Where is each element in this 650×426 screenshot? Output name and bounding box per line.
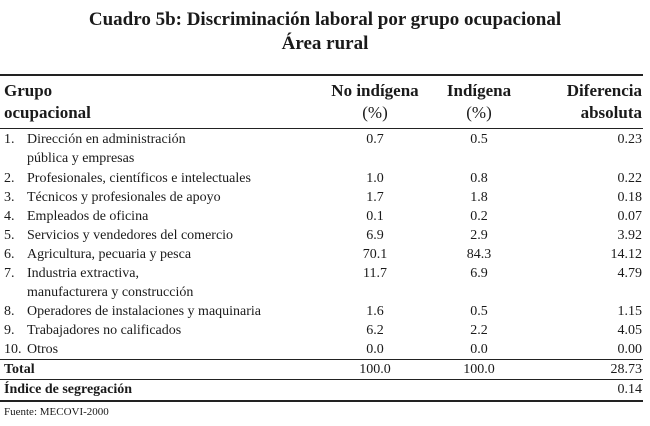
cell-indigena: 0.5 — [470, 132, 488, 147]
total-no-indigena: 100.0 — [359, 362, 391, 377]
header-diferencia: Diferencia absoluta — [530, 80, 642, 124]
cell-diferencia: 0.22 — [617, 171, 643, 186]
cell-diferencia: 1.15 — [617, 304, 643, 319]
row-number: 2. — [4, 171, 15, 186]
cell-no-indigena: 70.1 — [362, 247, 388, 262]
cell-diferencia: 14.12 — [610, 247, 643, 262]
row-number: 3. — [4, 190, 15, 205]
source-note: Fuente: MECOVI-2000 — [4, 406, 109, 418]
cell-no-indigena: 1.0 — [366, 171, 384, 186]
cell-diferencia: 0.00 — [617, 342, 643, 357]
header-indigena-line2: (%) — [466, 103, 492, 122]
segregation-rule — [0, 379, 643, 380]
row-label: Agricultura, pecuaria y pesca — [27, 247, 192, 262]
row-label: Empleados de oficina — [27, 209, 149, 224]
row-label-line2: manufacturera y construcción — [27, 285, 194, 300]
header-diferencia-line2: absoluta — [580, 103, 642, 122]
segregation-label: Índice de segregación — [4, 382, 133, 397]
row-number: 8. — [4, 304, 15, 319]
cell-indigena: 6.9 — [470, 266, 488, 281]
top-rule — [0, 74, 643, 76]
header-diferencia-line1: Diferencia — [566, 81, 642, 100]
header-no-indigena: No indígena (%) — [320, 80, 430, 124]
row-label: Dirección en administración — [27, 132, 186, 147]
cell-diferencia: 0.07 — [617, 209, 643, 224]
segregation-value: 0.14 — [617, 382, 643, 397]
row-label: Trabajadores no calificados — [27, 323, 182, 338]
row-label: Operadores de instalaciones y maquinaria — [27, 304, 262, 319]
cell-no-indigena: 1.7 — [366, 190, 384, 205]
header-indigena: Indígena (%) — [433, 80, 525, 124]
row-number: 7. — [4, 266, 15, 281]
row-number: 4. — [4, 209, 15, 224]
header-rule — [0, 128, 643, 129]
header-no-indigena-line2: (%) — [362, 103, 388, 122]
header-grupo-line1: Grupo — [4, 81, 53, 100]
row-label-line2: pública y empresas — [27, 151, 135, 166]
cell-diferencia: 4.05 — [617, 323, 643, 338]
cell-indigena: 1.8 — [470, 190, 488, 205]
header-indigena-line1: Indígena — [446, 81, 512, 100]
cell-no-indigena: 11.7 — [363, 266, 387, 281]
total-diferencia: 28.73 — [610, 362, 643, 377]
cell-no-indigena: 0.0 — [366, 342, 384, 357]
header-grupo-line2: ocupacional — [4, 103, 91, 122]
total-label: Total — [4, 362, 35, 377]
cell-indigena: 0.2 — [470, 209, 488, 224]
row-label: Industria extractiva, — [27, 266, 139, 281]
cell-no-indigena: 1.6 — [366, 304, 384, 319]
table-title: Cuadro 5b: Discriminación laboral por gr… — [88, 9, 562, 30]
row-label: Técnicos y profesionales de apoyo — [27, 190, 221, 205]
row-label: Profesionales, científicos e intelectual… — [27, 171, 251, 186]
cell-indigena: 0.5 — [470, 304, 488, 319]
cell-indigena: 84.3 — [466, 247, 492, 262]
cell-diferencia: 3.92 — [617, 228, 643, 243]
cell-indigena: 0.8 — [470, 171, 488, 186]
cell-indigena: 2.9 — [470, 228, 488, 243]
total-rule — [0, 359, 643, 360]
cell-no-indigena: 0.1 — [366, 209, 384, 224]
table-subtitle: Área rural — [281, 33, 369, 54]
row-number: 6. — [4, 247, 15, 262]
row-number: 10. — [4, 342, 22, 357]
row-number: 5. — [4, 228, 15, 243]
cell-no-indigena: 0.7 — [366, 132, 384, 147]
bottom-rule — [0, 400, 643, 402]
cell-diferencia: 0.18 — [617, 190, 643, 205]
cell-diferencia: 4.79 — [617, 266, 643, 281]
cell-diferencia: 0.23 — [617, 132, 643, 147]
header-no-indigena-line1: No indígena — [331, 81, 419, 100]
row-label: Servicios y vendedores del comercio — [27, 228, 234, 243]
row-number: 9. — [4, 323, 15, 338]
cell-no-indigena: 6.2 — [366, 323, 384, 338]
cell-indigena: 0.0 — [470, 342, 488, 357]
row-number: 1. — [4, 132, 15, 147]
cell-indigena: 2.2 — [470, 323, 488, 338]
total-indigena: 100.0 — [463, 362, 495, 377]
row-label: Otros — [27, 342, 59, 357]
cell-no-indigena: 6.9 — [366, 228, 384, 243]
header-grupo: Grupo ocupacional — [4, 80, 91, 124]
